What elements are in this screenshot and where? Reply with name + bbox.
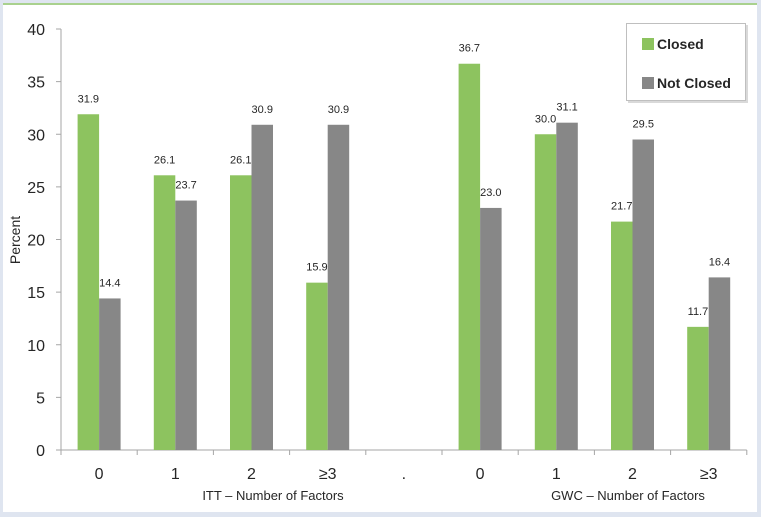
data-label: 23.7 <box>175 180 196 192</box>
y-tick-label: 20 <box>27 233 45 250</box>
x-tick-label: 0 <box>476 466 485 483</box>
bar-closed <box>77 114 100 450</box>
bar-closed <box>153 175 176 451</box>
data-label: 16.4 <box>709 256 730 268</box>
bar-not-closed <box>327 124 350 450</box>
x-tick-label: ≥3 <box>700 466 718 483</box>
y-tick-label: 35 <box>27 75 45 92</box>
data-label: 14.4 <box>99 277 120 289</box>
y-tick-label: 15 <box>27 285 45 302</box>
bar-closed <box>306 282 328 450</box>
legend-label-not-closed: Not Closed <box>657 75 731 91</box>
bar-not-closed <box>632 139 654 450</box>
bar-not-closed <box>556 122 578 451</box>
bar-closed <box>534 134 557 450</box>
data-label: 15.9 <box>306 262 327 274</box>
x-tick-label: 2 <box>247 466 256 483</box>
data-label: 29.5 <box>633 119 654 131</box>
x-group-label-itt: ITT – Number of Factors <box>202 488 344 503</box>
legend-item-not-closed: Not Closed <box>642 75 731 91</box>
y-tick-label: 5 <box>36 390 45 407</box>
y-tick-label: 40 <box>27 22 45 39</box>
bar-closed <box>230 175 252 451</box>
x-group-label-gwc: GWC – Number of Factors <box>551 488 705 503</box>
data-label: 23.0 <box>480 187 501 199</box>
data-label: 36.7 <box>459 43 480 55</box>
x-tick-label: ≥3 <box>319 466 337 483</box>
data-label: 21.7 <box>611 201 632 213</box>
x-tick-label: . <box>402 466 406 483</box>
x-tick-label: 1 <box>171 466 180 483</box>
bar-not-closed <box>480 207 502 450</box>
bar-closed <box>458 63 481 451</box>
legend-item-closed: Closed <box>642 36 704 52</box>
data-label: 26.1 <box>230 154 251 166</box>
legend-swatch-not-closed <box>642 77 654 89</box>
bar-not-closed <box>175 200 197 450</box>
y-tick-label: 30 <box>27 127 45 144</box>
bar-closed <box>611 221 633 450</box>
data-label: 31.9 <box>78 93 99 105</box>
bar-not-closed <box>708 277 731 450</box>
data-label: 30.9 <box>252 104 273 116</box>
x-tick-label: 0 <box>95 466 104 483</box>
bar-closed <box>687 326 709 450</box>
top-accent-line <box>3 3 757 5</box>
bar-not-closed <box>251 124 273 450</box>
data-label: 30.9 <box>328 104 349 116</box>
legend-swatch-closed <box>642 38 654 50</box>
legend-label-closed: Closed <box>657 36 704 52</box>
bar-not-closed <box>99 298 121 450</box>
x-tick-label: 1 <box>552 466 561 483</box>
y-tick-label: 25 <box>27 180 45 197</box>
y-tick-label: 0 <box>36 443 45 460</box>
data-label: 30.0 <box>535 113 556 125</box>
data-label: 31.1 <box>556 102 577 114</box>
x-tick-label: 2 <box>628 466 637 483</box>
y-axis-label: Percent <box>7 216 23 264</box>
data-label: 11.7 <box>688 306 709 318</box>
data-label: 26.1 <box>154 154 175 166</box>
legend: Closed Not Closed <box>626 23 746 101</box>
y-tick-label: 10 <box>27 338 45 355</box>
